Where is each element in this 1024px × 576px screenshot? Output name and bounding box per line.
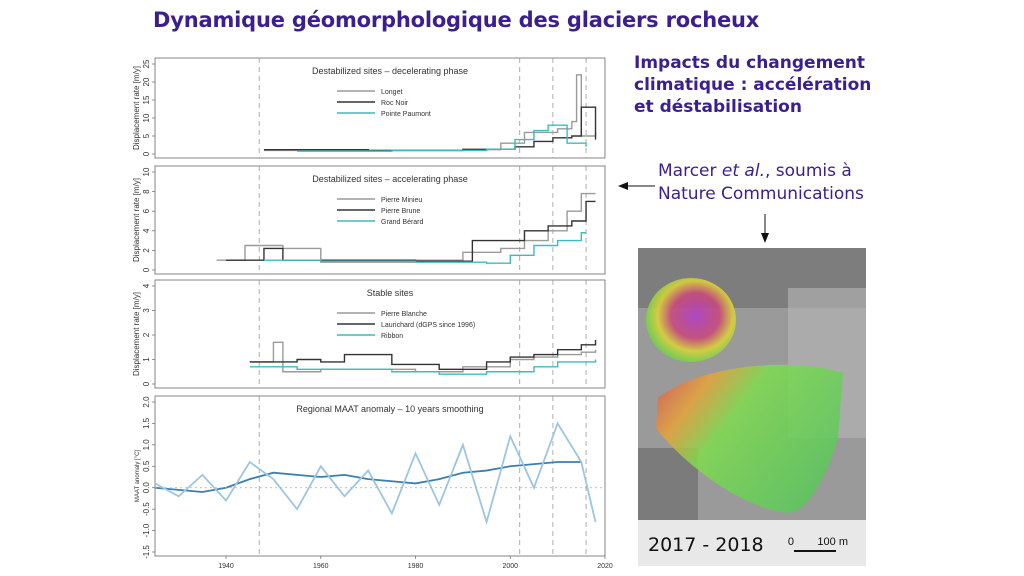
citation-venue: , soumis à Nature Communications [658,161,864,204]
citation-authors: Marcer [658,161,722,181]
y-tick-label: 20 [142,77,151,86]
y-tick-label: 5 [142,133,151,138]
x-tick-label: 2000 [502,563,518,570]
y-axis-label: Displacement rate [m/y] [132,178,141,262]
series-line [226,200,596,262]
legend-entry: Laurichard (dGPS since 1996) [381,322,475,329]
legend-entry: Longet [381,89,402,96]
panel-title: Regional MAAT anomaly – 10 years smoothi… [296,404,483,414]
y-tick-label: 1.0 [142,439,151,451]
y-axis-label: Displacement rate [m/y] [132,66,141,150]
legend-entry: Pointe Paumont [381,111,431,118]
y-tick-label: 2.0 [142,396,151,408]
legend-entry: Pierre Brune [381,208,420,215]
rock-glacier-photo: 2017 - 2018 0 100 m [638,248,866,566]
y-tick-label: 8 [142,189,151,194]
panel-frame [154,57,606,159]
y-tick-label: 25 [142,59,151,68]
y-tick-label: 4 [142,283,151,288]
series-line [154,421,597,526]
photo-period-label: 2017 - 2018 [648,534,764,556]
y-axis-label: MAAT anomaly [°C] [135,450,141,503]
series-line [263,232,587,264]
y-tick-label: 0 [142,151,151,156]
y-tick-label: 1.5 [142,417,151,429]
series-line [216,192,596,263]
y-tick-label: 10 [142,167,151,176]
citation-etal: et al. [721,161,765,181]
slide-subtitle: Impacts du changement climatique : accél… [634,53,872,117]
panel-frame [154,165,606,275]
panel-title: Stable sites [367,288,414,298]
x-tick-label: 1940 [218,563,234,570]
y-tick-label: -0.5 [142,502,151,516]
scale-unit: m [838,536,848,548]
velocity-map-image [638,248,866,566]
y-tick-label: 0.0 [142,482,151,494]
y-tick-label: 0 [142,267,151,272]
panel-title: Destabilized sites – accelerating phase [312,174,468,184]
panel-frame [154,395,606,557]
scale-zero: 0 [787,536,794,548]
y-tick-label: 10 [142,113,151,122]
y-tick-label: 0.5 [142,460,151,472]
citation: Marcer et al., soumis à Nature Communica… [658,160,888,206]
citation-arrow-head [618,182,628,190]
legend-entry: Ribbon [381,333,403,340]
series-line [297,124,587,152]
scale-bar [794,550,836,552]
x-tick-label: 2020 [597,563,613,570]
y-tick-label: 2 [142,248,151,253]
scale-value-number: 100 [817,536,836,548]
series-line [249,359,597,375]
y-tick-label: 0 [142,381,151,386]
series-line [249,341,597,373]
legend-entry: Pierre Blanche [381,311,427,318]
x-tick-label: 1980 [408,563,424,570]
panel-title: Destabilized sites – decelerating phase [312,66,468,76]
series-line [154,461,582,493]
legend-entry: Roc Noir [381,100,409,107]
legend-entry: Pierre Minieu [381,197,422,204]
slide-title: Dynamique géomorphologique des glaciers … [153,8,760,32]
scale-value: 100 m [817,536,848,548]
x-tick-label: 1960 [313,563,329,570]
y-tick-label: 2 [142,332,151,337]
legend-entry: Grand Bérard [381,219,424,226]
y-tick-label: 15 [142,95,151,104]
y-tick-label: -1.5 [142,545,151,559]
y-tick-label: 6 [142,208,151,213]
panel-frame [154,279,606,389]
y-axis-label: Displacement rate [m/y] [132,292,141,376]
series-line [249,339,597,370]
y-tick-label: -1.0 [142,523,151,537]
photo-arrow-head [761,233,769,243]
y-tick-label: 4 [142,228,151,233]
y-tick-label: 3 [142,308,151,313]
y-tick-label: 1 [142,357,151,362]
